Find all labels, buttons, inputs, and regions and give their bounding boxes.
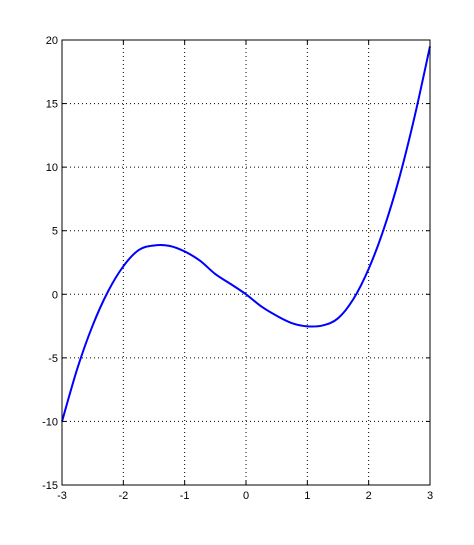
tick-marks: [61, 39, 431, 486]
series-line: [61, 46, 431, 422]
y-tick-label: 5: [52, 226, 58, 238]
series-group: [61, 46, 431, 422]
x-tick-label: 1: [304, 490, 310, 502]
x-tick-label: 0: [243, 490, 249, 502]
y-tick-label: 0: [52, 289, 58, 301]
y-tick-labels: -15 -10 -5 0 5 10 15 20: [42, 35, 58, 492]
y-tick-label: -15: [42, 480, 58, 492]
x-tick-label: 3: [427, 490, 433, 502]
y-tick-label: 15: [46, 99, 58, 111]
y-tick-label: -10: [42, 416, 58, 428]
y-tick-label: 10: [46, 162, 58, 174]
x-tick-label: -3: [57, 490, 67, 502]
x-tick-label: -2: [118, 490, 128, 502]
y-tick-label: -5: [48, 353, 58, 365]
y-tick-label: 20: [46, 35, 58, 47]
x-tick-label: 2: [366, 490, 372, 502]
x-tick-label: -1: [180, 490, 190, 502]
x-tick-labels: -3 -2 -1 0 1 2 3: [57, 490, 433, 502]
plot-area: [62, 40, 430, 485]
